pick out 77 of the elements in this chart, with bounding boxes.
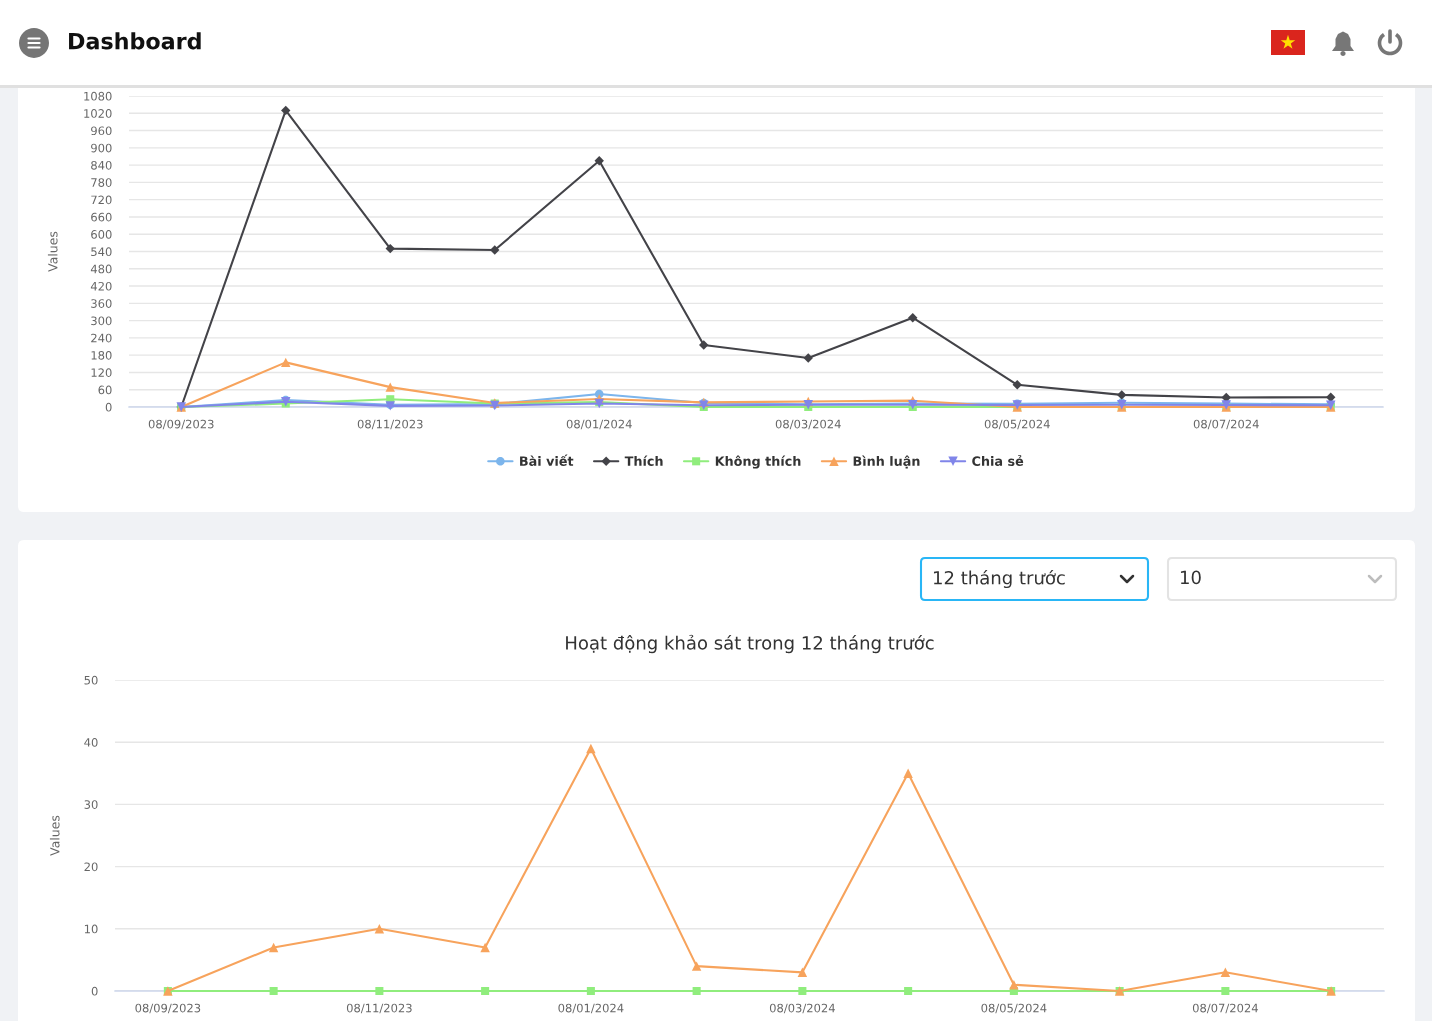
point xyxy=(268,942,279,953)
text: Dashboard xyxy=(69,32,201,50)
y-tick-label: 360 xyxy=(91,299,112,308)
legend-label: Thích xyxy=(624,455,663,466)
y-tick-label: 20 xyxy=(84,862,98,872)
point xyxy=(1012,380,1022,390)
y-tick-label: 300 xyxy=(91,316,112,326)
legend-label: Chia sẻ xyxy=(972,455,1024,466)
y-tick-label: 120 xyxy=(91,368,112,377)
x-tick-label: 08/11/2023 xyxy=(357,419,423,430)
point xyxy=(586,986,595,996)
y-tick-label: 30 xyxy=(84,800,98,809)
y-tick-label: 840 xyxy=(91,160,112,170)
y-tick-label: 960 xyxy=(91,126,112,136)
y-tick-label: 780 xyxy=(91,178,112,187)
point xyxy=(490,245,500,255)
x-tick-label: 08/09/2023 xyxy=(148,419,214,430)
y-axis-title: Values xyxy=(47,231,58,272)
point xyxy=(480,942,490,953)
y-tick-label: 0 xyxy=(105,402,112,412)
y-tick-label: 10 xyxy=(84,924,98,934)
point xyxy=(692,986,701,996)
point xyxy=(797,967,808,978)
chart-title: Hoạt động khảo sát trong 12 tháng trước xyxy=(566,634,934,654)
x-tick-label: 08/07/2024 xyxy=(1192,1003,1258,1014)
y-tick-label: 40 xyxy=(84,738,98,747)
legend-label: Bài viết xyxy=(520,454,574,466)
point xyxy=(903,768,913,779)
y-tick-label: 480 xyxy=(90,264,112,274)
point xyxy=(1326,392,1336,402)
y-tick-label: 180 xyxy=(91,350,112,360)
text: 10 xyxy=(1180,570,1201,585)
y-tick-label: 60 xyxy=(98,385,112,395)
point xyxy=(481,986,490,996)
text: 12 tháng trước xyxy=(933,569,1065,589)
point xyxy=(1009,980,1019,990)
legend-label: Bình luận xyxy=(853,455,920,469)
point xyxy=(803,353,813,363)
point xyxy=(908,313,918,323)
y-axis-title: Values xyxy=(49,815,60,856)
point xyxy=(269,986,278,996)
point xyxy=(374,924,385,934)
x-tick-label: 08/05/2024 xyxy=(981,1003,1047,1014)
y-tick-label: 1020 xyxy=(84,109,112,118)
y-tick-label: 900 xyxy=(91,143,112,153)
point xyxy=(798,986,807,996)
point xyxy=(691,961,702,971)
point xyxy=(699,340,709,350)
y-tick-label: 420 xyxy=(90,281,112,291)
point xyxy=(904,986,913,996)
point xyxy=(1117,390,1127,400)
x-tick-label: 08/09/2023 xyxy=(135,1003,201,1014)
point xyxy=(594,156,604,166)
point xyxy=(1220,967,1231,978)
y-tick-label: 660 xyxy=(91,212,112,222)
x-tick-label: 08/07/2024 xyxy=(1193,419,1259,430)
point xyxy=(586,743,596,754)
point xyxy=(1221,986,1230,996)
point xyxy=(375,986,384,996)
x-tick-label: 08/01/2024 xyxy=(558,1003,624,1014)
x-tick-label: 08/03/2024 xyxy=(775,419,841,430)
point xyxy=(385,243,395,254)
y-tick-label: 1080 xyxy=(84,91,112,101)
point xyxy=(281,357,291,368)
y-tick-label: 540 xyxy=(91,247,112,257)
legend-label: Không thích xyxy=(715,455,801,469)
y-tick-label: 0 xyxy=(91,986,98,996)
y-tick-label: 240 xyxy=(91,333,112,343)
y-tick-label: 720 xyxy=(91,195,112,205)
x-tick-label: 08/11/2023 xyxy=(346,1003,412,1014)
x-tick-label: 08/05/2024 xyxy=(984,419,1050,430)
x-tick-label: 08/01/2024 xyxy=(566,419,632,430)
y-tick-label: 600 xyxy=(91,230,112,239)
point xyxy=(385,382,395,392)
y-tick-label: 50 xyxy=(84,675,98,685)
point xyxy=(281,105,291,116)
x-tick-label: 08/03/2024 xyxy=(769,1003,835,1014)
